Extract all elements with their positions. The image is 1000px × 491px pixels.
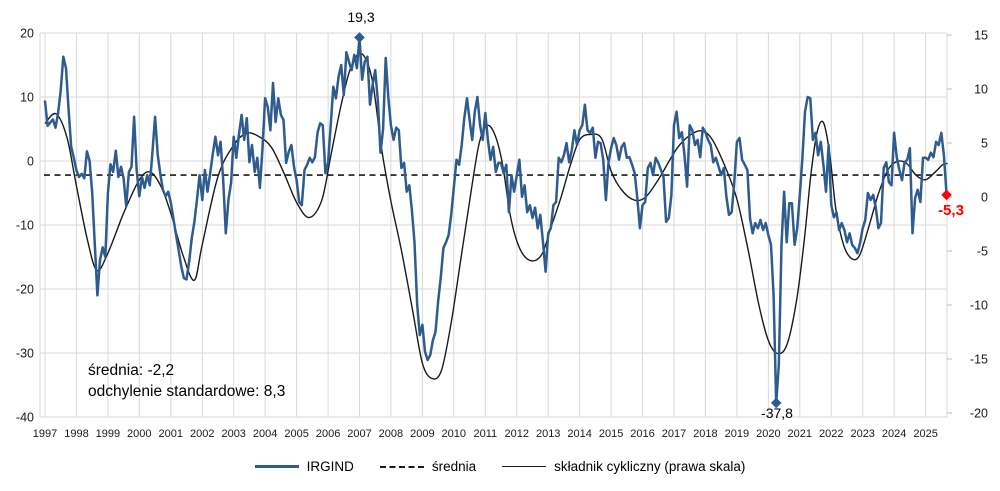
svg-text:-20: -20	[970, 407, 988, 421]
svg-text:2019: 2019	[725, 428, 749, 440]
svg-text:2009: 2009	[410, 428, 434, 440]
svg-text:2012: 2012	[505, 428, 529, 440]
svg-text:2013: 2013	[536, 428, 560, 440]
svg-text:2021: 2021	[788, 428, 812, 440]
max-value-label: 19,3	[347, 9, 375, 25]
svg-text:2008: 2008	[379, 428, 403, 440]
svg-text:2001: 2001	[159, 428, 183, 440]
svg-text:15: 15	[974, 29, 988, 43]
svg-text:2006: 2006	[316, 428, 340, 440]
svg-text:2015: 2015	[599, 428, 623, 440]
svg-text:2003: 2003	[221, 428, 245, 440]
svg-text:0: 0	[981, 191, 988, 205]
svg-text:-5: -5	[977, 245, 988, 259]
legend-label-cyclical: składnik cykliczny (prawa skala)	[554, 459, 746, 474]
legend-label-mean: średnia	[431, 459, 477, 474]
legend-label-irgind: IRGIND	[306, 459, 354, 474]
min-value-label: -37,8	[761, 405, 793, 421]
svg-text:1999: 1999	[96, 428, 120, 440]
svg-text:1997: 1997	[33, 428, 57, 440]
stats-note-mean: średnia: -2,2	[88, 362, 175, 379]
stats-note: średnia: -2,2 odchylenie standardowe: 8,…	[88, 360, 285, 402]
svg-text:1998: 1998	[64, 428, 88, 440]
svg-text:5: 5	[981, 137, 988, 151]
svg-text:10: 10	[20, 91, 34, 105]
last-value-label: -5,3	[938, 202, 964, 219]
svg-text:2024: 2024	[882, 428, 906, 440]
svg-text:2022: 2022	[819, 428, 843, 440]
svg-text:2016: 2016	[630, 428, 654, 440]
svg-text:2007: 2007	[347, 428, 371, 440]
svg-text:-10: -10	[16, 219, 34, 233]
irgind-line-sample-icon	[254, 465, 299, 468]
svg-text:2020: 2020	[756, 428, 780, 440]
svg-text:-40: -40	[16, 411, 34, 425]
svg-text:-15: -15	[970, 353, 988, 367]
svg-text:-10: -10	[970, 299, 988, 313]
svg-text:2018: 2018	[693, 428, 717, 440]
svg-text:20: 20	[20, 27, 34, 41]
legend-item-mean: średnia	[379, 459, 477, 474]
mean-line-sample-icon	[379, 465, 424, 468]
svg-text:2014: 2014	[567, 428, 591, 440]
stats-note-stddev: odchylenie standardowe: 8,3	[88, 383, 286, 400]
svg-text:2002: 2002	[190, 428, 214, 440]
legend: IRGIND średnia składnik cykliczny (prawa…	[0, 459, 1000, 474]
svg-text:2010: 2010	[442, 428, 466, 440]
svg-text:2004: 2004	[253, 428, 277, 440]
svg-text:2000: 2000	[127, 428, 151, 440]
svg-text:0: 0	[27, 155, 34, 169]
svg-text:2017: 2017	[662, 428, 686, 440]
svg-text:2023: 2023	[850, 428, 874, 440]
svg-text:-30: -30	[16, 347, 34, 361]
legend-item-cyclical: składnik cykliczny (prawa skala)	[502, 459, 745, 474]
svg-text:2005: 2005	[284, 428, 308, 440]
svg-text:2025: 2025	[913, 428, 937, 440]
svg-text:-20: -20	[16, 283, 34, 297]
cyclical-line-sample-icon	[502, 466, 547, 467]
legend-item-irgind: IRGIND	[254, 459, 354, 474]
svg-text:10: 10	[974, 83, 988, 97]
svg-text:2011: 2011	[473, 428, 497, 440]
